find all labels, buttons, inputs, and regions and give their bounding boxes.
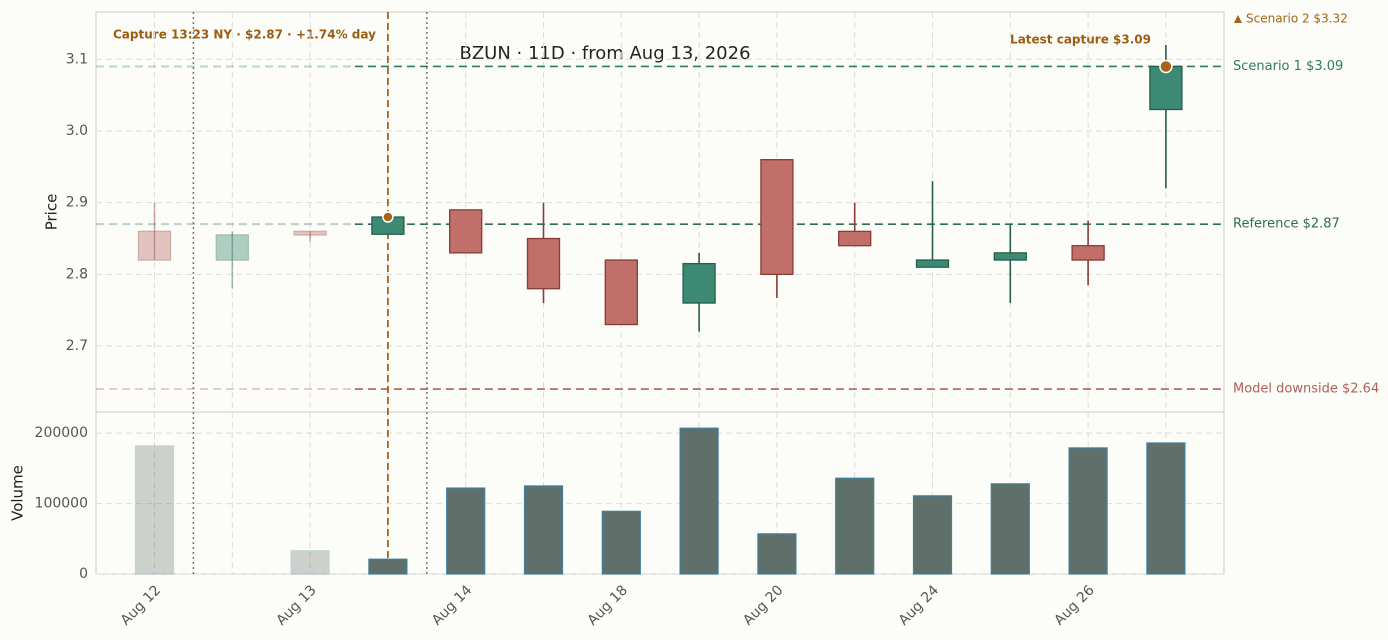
candle-body [449,209,483,254]
volume-bar [679,427,719,575]
reference-label: Scenario 1 $3.09 [1233,59,1343,74]
candle-body [215,234,249,261]
chart-title: BZUN · 11D · from Aug 13, 2026 [459,43,750,64]
candle-body [838,230,872,247]
volume-tick-label: 200000 [35,425,88,441]
volume-bar [1068,447,1108,575]
reference-label: Model downside $2.64 [1233,382,1379,397]
reference-label: Reference $2.87 [1233,217,1340,232]
x-tick-label: Aug 13 [273,582,319,628]
candle-body [604,259,638,326]
volume-bar [368,558,408,575]
y-axis-label: Price [43,194,61,231]
volume-bar [601,510,641,575]
volume-axis-label: Volume [9,465,27,521]
offchart-label: Scenario 2 $3.32 [1246,12,1348,26]
y-tick-label: 3.0 [66,123,88,139]
volume-tick-label: 0 [79,566,88,582]
candle-body [526,237,561,290]
volume-panel [95,411,1225,575]
candle-body [137,230,172,261]
price-panel [95,11,1225,413]
candle-body [993,252,1027,261]
volume-tick-label: 100000 [35,496,88,512]
y-tick-label: 2.8 [66,266,88,282]
offchart-arrow [1234,15,1242,23]
volume-bar [835,477,875,575]
x-tick-label: Aug 18 [585,582,631,628]
volume-bar [1146,442,1186,575]
x-tick-label: Aug 12 [118,582,164,628]
candle-body [293,230,327,236]
volume-bar [912,495,953,575]
volume-bar [290,550,330,575]
capture-annotation: Capture 13:23 NY · $2.87 · +1.74% day [113,28,376,42]
capture-dot [382,211,394,223]
x-tick-label: Aug 14 [429,582,475,628]
x-tick-label: Aug 24 [896,582,942,628]
x-tick-label: Aug 20 [740,582,786,628]
candle-body [915,259,950,268]
y-tick-label: 3.1 [66,51,88,67]
candle-body [1149,65,1183,111]
y-tick-label: 2.7 [66,338,88,354]
volume-bar [134,445,175,575]
volume-bar [523,485,564,575]
y-tick-label: 2.9 [66,195,88,211]
latest-dot [1159,59,1173,74]
latest-annotation: Latest capture $3.09 [1010,33,1151,47]
candle-body [682,262,716,304]
volume-bar [757,533,797,575]
candle-body [1071,245,1105,261]
volume-bar [990,483,1030,575]
candle-body [760,159,794,276]
volume-bar [446,487,486,575]
x-tick-label: Aug 26 [1051,582,1097,628]
